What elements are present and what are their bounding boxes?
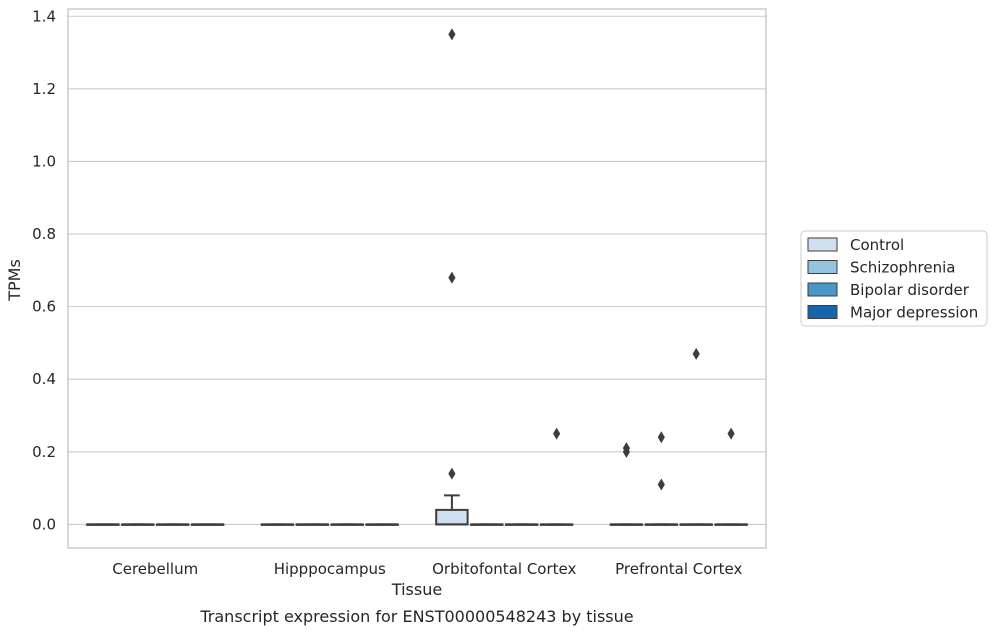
- legend-label: Bipolar disorder: [850, 281, 970, 299]
- legend-label: Major depression: [850, 304, 978, 322]
- legend-frame: [800, 230, 988, 327]
- box-body: [435, 508, 469, 526]
- outliers: [448, 28, 735, 491]
- y-tick-label: 1.2: [32, 80, 56, 98]
- y-tick-label: 0.0: [32, 515, 56, 533]
- box: [644, 523, 679, 526]
- y-tick-label: 1.0: [32, 152, 56, 170]
- legend: Control Schizophrenia Bipolar disorder Majo…: [800, 230, 988, 327]
- y-tick-label: 0.6: [32, 298, 56, 316]
- legend-swatch: [807, 305, 838, 319]
- plot-border: [67, 8, 767, 549]
- outlier-point: [727, 427, 735, 440]
- legend-item: Control: [807, 236, 904, 254]
- legend-swatch: [807, 260, 838, 274]
- outlier-point: [657, 478, 665, 491]
- outlier-point: [448, 28, 456, 41]
- gridlines: [68, 15, 766, 525]
- box: [435, 494, 469, 526]
- y-tick-label: 1.4: [32, 7, 56, 25]
- x-axis-ticks: Cerebellum Hipppocampus Orbitofontal Corte…: [112, 560, 742, 578]
- box: [609, 523, 644, 526]
- chart-caption: Transcript expression for ENST0000054824…: [199, 607, 633, 626]
- outlier-point: [692, 347, 700, 360]
- box: [470, 523, 504, 526]
- box: [539, 523, 574, 526]
- legend-label: Schizophrenia: [850, 259, 955, 277]
- box: [504, 523, 539, 526]
- box: [155, 523, 190, 526]
- box: [260, 523, 295, 526]
- legend-label: Control: [850, 236, 904, 254]
- box: [86, 523, 120, 526]
- outlier-point: [448, 467, 456, 480]
- y-tick-label: 0.8: [32, 225, 56, 243]
- outlier-point: [657, 431, 665, 444]
- plot-frame: [67, 8, 767, 549]
- legend-item: Major depression: [807, 304, 978, 322]
- x-tick-label: Cerebellum: [112, 560, 198, 578]
- outlier-point: [553, 427, 561, 440]
- legend-swatch: [807, 237, 838, 252]
- box: [679, 523, 713, 526]
- legend-item: Schizophrenia: [807, 259, 955, 277]
- y-tick-label: 0.4: [32, 370, 56, 388]
- boxes: [86, 494, 748, 526]
- legend-item: Bipolar disorder: [807, 281, 970, 299]
- box: [295, 523, 330, 526]
- box: [714, 523, 748, 526]
- outlier-point: [622, 445, 630, 458]
- y-tick-label: 0.2: [32, 443, 56, 461]
- box: [190, 523, 225, 526]
- legend-swatch: [807, 282, 838, 297]
- x-tick-label: Orbitofontal Cortex: [432, 560, 576, 578]
- box: [121, 523, 155, 526]
- x-tick-label: Hipppocampus: [274, 560, 386, 578]
- box: [365, 523, 399, 526]
- outlier-point: [448, 271, 456, 284]
- x-tick-label: Prefrontal Cortex: [615, 560, 742, 578]
- x-axis-label: Tissue: [391, 580, 442, 599]
- y-axis-label: TPMs: [5, 259, 24, 302]
- y-axis-ticks: 0.0 0.2 0.4 0.6 0.8 1.0 1.2 1.4: [32, 7, 56, 533]
- box: [330, 523, 364, 526]
